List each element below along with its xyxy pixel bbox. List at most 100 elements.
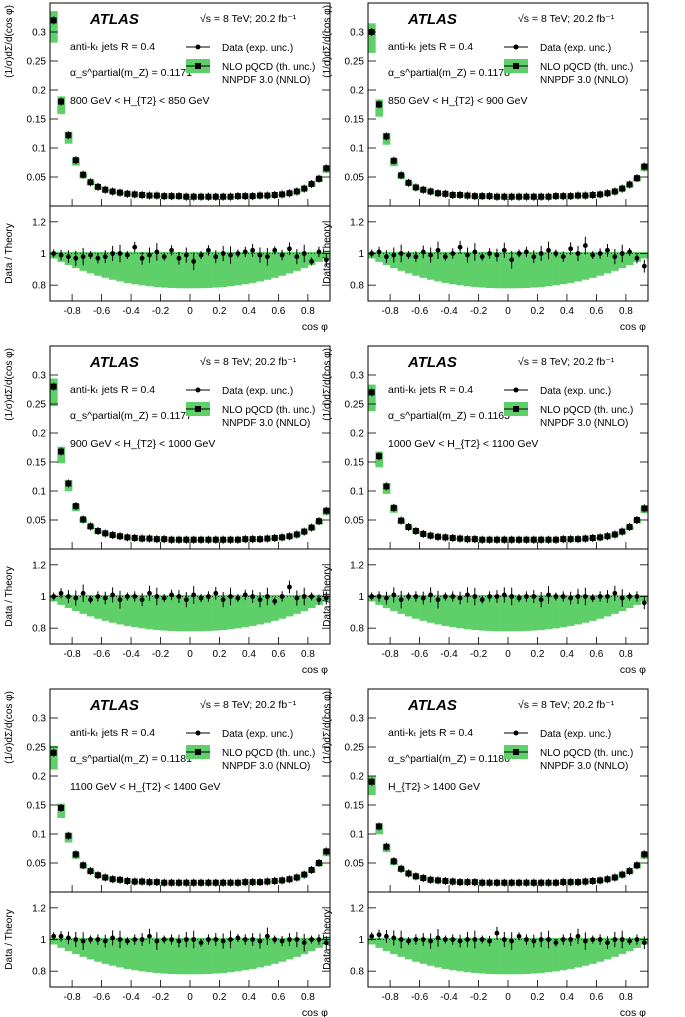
data-point-top xyxy=(368,29,375,35)
data-point-ratio xyxy=(553,594,559,599)
theory-band-ratio xyxy=(544,251,553,287)
x-tick-label: -0.6 xyxy=(411,992,429,1003)
theory-band-ratio xyxy=(434,594,442,625)
theory-band-ratio xyxy=(522,594,531,631)
y-axis-title-top: (1/σ)dΣ/d(cos φ) xyxy=(4,5,15,78)
y-axis-title-ratio: Data / Theory xyxy=(4,566,15,626)
y-tick-label-top: 0.3 xyxy=(350,714,364,725)
theory-band-ratio xyxy=(64,937,73,952)
x-tick-label: 0.2 xyxy=(531,649,545,660)
data-point-ratio xyxy=(582,243,588,248)
theory-band-ratio xyxy=(566,594,575,626)
data-point-top xyxy=(619,871,626,878)
data-point-ratio xyxy=(139,597,145,603)
theory-band-ratio xyxy=(263,251,272,280)
data-point-top xyxy=(383,133,390,140)
alpha-label: α_s^partial(m_Z) = 0.1181 xyxy=(70,753,192,765)
data-point-ratio xyxy=(235,935,241,941)
data-point-ratio xyxy=(531,254,537,260)
data-point-top xyxy=(168,536,175,543)
data-point-top xyxy=(94,183,101,190)
data-point-ratio xyxy=(465,252,470,258)
data-point-top xyxy=(146,535,153,542)
data-point-top xyxy=(293,874,300,881)
legend-data-label: Data (exp. unc.) xyxy=(540,43,611,54)
legend-theory-marker xyxy=(513,749,519,755)
data-point-top xyxy=(420,875,427,882)
data-point-top xyxy=(80,171,87,178)
legend-theory-label: NLO pQCD (th. unc.) xyxy=(540,405,633,416)
theory-band-ratio xyxy=(500,594,509,632)
data-point-top xyxy=(582,192,589,199)
data-point-ratio xyxy=(309,937,314,942)
x-tick-label: 0.6 xyxy=(271,992,285,1003)
data-point-ratio xyxy=(124,594,130,599)
x-tick-label: 0.4 xyxy=(560,992,574,1003)
data-point-top xyxy=(124,877,131,884)
theory-band-ratio xyxy=(271,937,279,964)
legend-data-label: Data (exp. unc.) xyxy=(222,386,293,397)
data-point-ratio xyxy=(590,937,596,942)
data-point-ratio xyxy=(66,594,71,599)
theory-band-ratio xyxy=(596,251,605,276)
data-point-ratio xyxy=(228,252,233,258)
data-point-top xyxy=(545,879,552,886)
data-point-top xyxy=(479,879,486,886)
x-tick-label: 0.6 xyxy=(589,992,603,1003)
data-point-top xyxy=(190,879,197,886)
x-tick-label: -0.4 xyxy=(122,649,140,660)
data-point-top xyxy=(398,517,405,524)
data-point-top xyxy=(567,879,574,886)
data-point-top xyxy=(249,193,256,200)
data-point-top xyxy=(412,184,419,191)
theory-band-ratio xyxy=(625,251,634,266)
data-point-top xyxy=(308,524,315,531)
legend-data-marker xyxy=(195,387,201,393)
data-point-ratio xyxy=(154,938,160,944)
data-point-ratio xyxy=(435,597,441,603)
data-point-top xyxy=(286,190,293,197)
pdf-label: NNPDF 3.0 (NNLO) xyxy=(222,418,310,429)
data-point-top xyxy=(597,191,604,198)
data-point-ratio xyxy=(213,590,219,596)
data-point-ratio xyxy=(509,594,515,599)
alpha-label: α_s^partial(m_Z) = 0.1171 xyxy=(70,67,192,79)
legend-data-label: Data (exp. unc.) xyxy=(222,43,293,54)
data-point-ratio xyxy=(413,594,419,599)
theory-band-ratio xyxy=(441,937,450,969)
y-tick-label-ratio: 1.2 xyxy=(350,903,364,914)
theory-band-ratio xyxy=(441,594,450,626)
bin-label: 900 GeV < H_{T2} < 1000 GeV xyxy=(70,438,215,450)
data-point-ratio xyxy=(102,254,108,260)
data-point-top xyxy=(102,874,109,881)
data-point-top xyxy=(523,536,530,543)
data-point-ratio xyxy=(58,252,64,258)
y-tick-label-top: 0.2 xyxy=(350,429,364,440)
theory-band-ratio xyxy=(204,937,213,974)
pdf-label: NNPDF 3.0 (NNLO) xyxy=(222,761,310,772)
x-tick-label: 0.2 xyxy=(213,649,227,660)
data-point-ratio xyxy=(323,595,329,601)
theory-band-ratio xyxy=(412,251,420,276)
data-point-ratio xyxy=(316,597,322,603)
data-point-ratio xyxy=(264,254,270,260)
data-point-ratio xyxy=(516,933,522,939)
x-tick-label: -0.8 xyxy=(381,306,399,317)
y-tick-label-top: 0.25 xyxy=(27,400,47,411)
data-point-top xyxy=(457,535,464,542)
theory-band-ratio xyxy=(241,937,250,971)
theory-band-ratio xyxy=(145,937,154,973)
data-point-ratio xyxy=(220,251,226,256)
data-point-top xyxy=(560,879,567,886)
data-point-ratio xyxy=(634,255,640,261)
data-point-ratio xyxy=(641,940,647,946)
x-tick-label: -0.6 xyxy=(93,992,111,1003)
x-tick-label: 0.8 xyxy=(301,649,315,660)
data-point-ratio xyxy=(169,247,174,253)
data-point-top xyxy=(205,193,212,200)
data-point-top xyxy=(449,878,456,885)
data-point-ratio xyxy=(161,937,167,942)
data-point-ratio xyxy=(575,594,581,599)
theory-band-ratio xyxy=(256,251,264,282)
experiment-label: ATLAS xyxy=(89,354,139,371)
